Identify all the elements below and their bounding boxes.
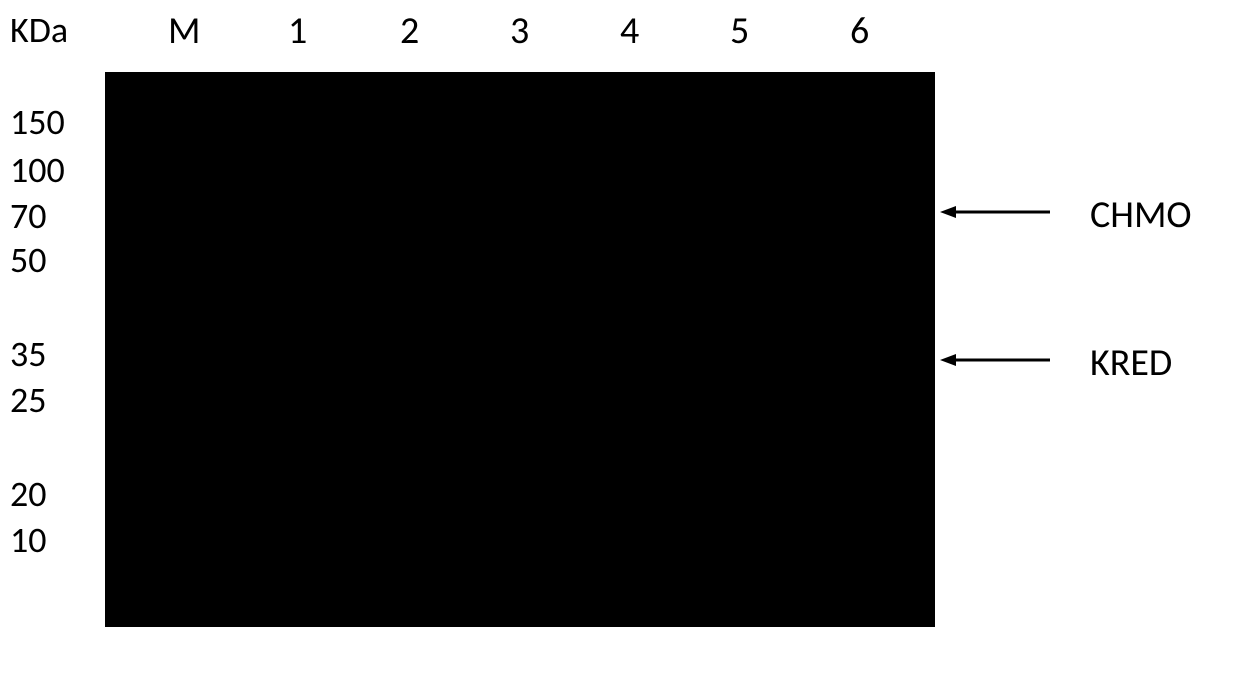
mw-marker-label: 70 (10, 194, 47, 238)
mw-marker-label: 50 (10, 238, 47, 282)
lane-label: 4 (620, 8, 639, 54)
unit-label: KDa (10, 8, 68, 52)
band-annotation-label: CHMO (1090, 192, 1192, 238)
lane-label: 3 (510, 8, 529, 54)
mw-marker-label: 100 (10, 148, 65, 192)
lane-label: 2 (400, 8, 419, 54)
lane-label-marker: M (168, 8, 201, 54)
arrow-icon (938, 200, 1052, 224)
figure-container: KDa M 1 2 3 4 5 6 1501007050 3525 2010 CHMO KRED (0, 0, 1240, 697)
arrow-icon (938, 348, 1052, 372)
gel-image (105, 72, 935, 627)
mw-marker-label: 25 (10, 378, 47, 422)
mw-marker-label: 20 (10, 472, 47, 516)
lane-label: 5 (730, 8, 749, 54)
lane-labels-row: KDa (0, 6, 935, 56)
mw-marker-label: 35 (10, 332, 47, 376)
lane-label: 6 (850, 8, 869, 54)
lane-label: 1 (288, 8, 307, 54)
mw-marker-label: 10 (10, 518, 47, 562)
mw-marker-label: 150 (10, 100, 65, 144)
band-annotation-label: KRED (1090, 340, 1172, 386)
